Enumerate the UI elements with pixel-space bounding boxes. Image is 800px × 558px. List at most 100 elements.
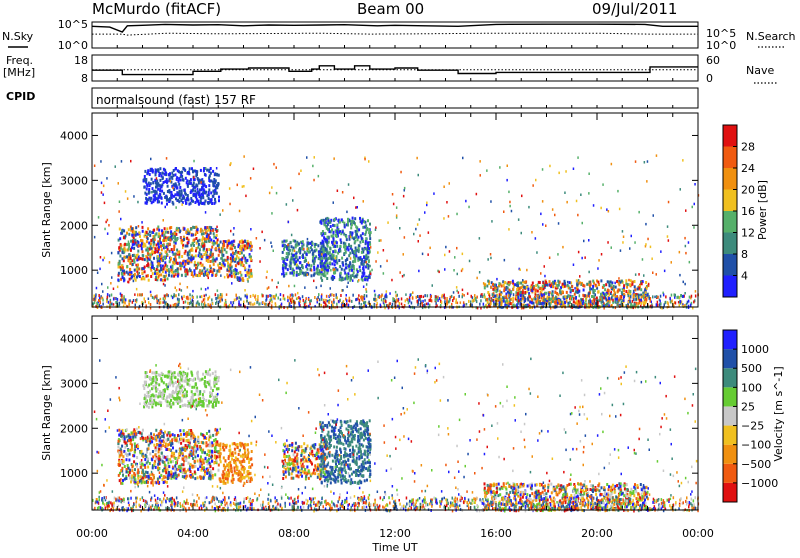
power-cell	[518, 299, 520, 302]
power-cell	[200, 228, 202, 231]
power-cell	[137, 253, 139, 256]
power-cell	[262, 294, 264, 297]
power-cell	[161, 259, 163, 262]
velocity-cell	[125, 442, 127, 445]
power-cell	[629, 283, 631, 286]
power-cell	[457, 302, 459, 305]
power-cell	[118, 210, 120, 213]
power-cell	[203, 232, 205, 235]
power-cell	[598, 259, 600, 262]
power-cell	[157, 182, 159, 185]
power-cell	[244, 247, 246, 250]
power-cell	[161, 185, 163, 188]
power-cell	[377, 251, 379, 254]
power-cell	[359, 241, 361, 244]
power-cell	[634, 303, 636, 306]
power-cell	[215, 293, 217, 296]
velocity-cell	[121, 467, 123, 470]
power-cell	[194, 269, 196, 272]
power-cell	[201, 301, 203, 304]
power-cell	[185, 273, 187, 276]
power-cell	[325, 238, 327, 241]
power-cell	[246, 299, 248, 302]
velocity-cell	[141, 463, 143, 466]
power-cell	[334, 242, 336, 245]
power-cell	[409, 299, 411, 302]
power-cell	[444, 268, 446, 271]
power-cell	[355, 206, 357, 209]
power-cell	[237, 278, 239, 281]
power-cell	[312, 260, 314, 263]
velocity-cell	[155, 457, 157, 460]
power-cell	[162, 172, 164, 175]
power-cell	[312, 242, 314, 245]
power-cell	[689, 261, 691, 264]
power-cell	[186, 244, 188, 247]
power-cell	[210, 304, 212, 307]
power-cell	[145, 300, 147, 303]
power-cell	[318, 175, 320, 178]
power-cell	[479, 160, 481, 163]
power-cell	[226, 293, 228, 296]
power-cell	[126, 271, 128, 274]
power-cell	[273, 250, 275, 253]
power-cell	[323, 250, 325, 253]
power-cell	[161, 255, 163, 258]
power-cell	[245, 274, 247, 277]
power-cell	[227, 256, 229, 259]
power-cell	[579, 275, 581, 278]
power-cell	[360, 262, 362, 265]
power-cell	[182, 246, 184, 249]
power-cell	[149, 230, 151, 233]
power-cell	[175, 233, 177, 236]
power-cell	[175, 294, 177, 297]
power-cell	[181, 255, 183, 258]
power-cell	[169, 250, 171, 253]
power-cell	[131, 227, 133, 230]
power-cell	[615, 286, 617, 289]
power-cell	[371, 269, 373, 272]
power-cell	[611, 291, 613, 294]
power-cell	[137, 240, 139, 243]
power-cell	[324, 220, 326, 223]
noise-left-tick-top: 10^5	[58, 18, 88, 31]
power-cell	[365, 288, 367, 291]
power-cell	[565, 170, 567, 173]
power-cell	[542, 223, 544, 226]
power-cell	[353, 197, 355, 200]
power-cell	[461, 270, 463, 273]
power-cell	[685, 209, 687, 212]
freq-series-group	[92, 66, 698, 75]
power-cell	[346, 303, 348, 306]
velocity-cell	[126, 470, 128, 473]
velocity-cell	[133, 460, 135, 463]
velocity-cell	[122, 474, 124, 477]
power-cell	[299, 247, 301, 250]
power-cell	[152, 187, 154, 190]
power-cell	[208, 240, 210, 243]
power-cell	[537, 290, 539, 293]
power-cell	[297, 259, 299, 262]
power-cell	[294, 240, 296, 243]
power-cell	[163, 283, 165, 286]
velocity-cell	[130, 449, 132, 452]
power-cell	[417, 295, 419, 298]
power-cell	[426, 303, 428, 306]
power-cell	[650, 246, 652, 249]
power-cell	[486, 285, 488, 288]
velocity-cell	[165, 448, 167, 451]
power-cell	[579, 294, 581, 297]
power-cell	[318, 250, 320, 253]
power-cell	[576, 200, 578, 203]
power-cell	[297, 209, 299, 212]
power-cell	[184, 263, 186, 266]
power-cell	[357, 238, 359, 241]
power-cell	[564, 282, 566, 285]
power-cell	[192, 257, 194, 260]
power-cell	[518, 218, 520, 221]
power-cell	[420, 298, 422, 301]
power-cell	[169, 177, 171, 180]
power-cell	[136, 298, 138, 301]
power-cell	[283, 275, 285, 278]
power-cell	[163, 192, 165, 195]
